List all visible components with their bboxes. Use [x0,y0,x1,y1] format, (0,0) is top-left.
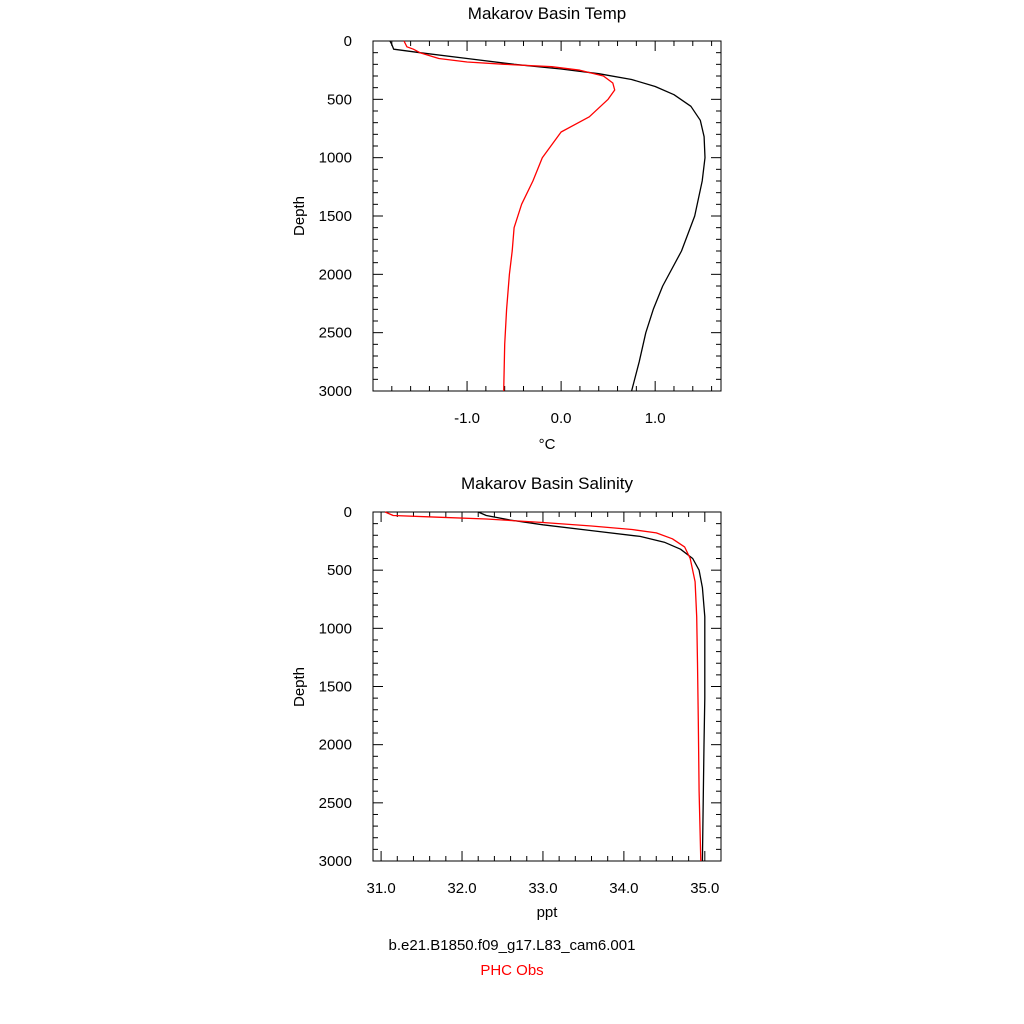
salinity-chart-xlabel: ppt [537,904,559,921]
y-tick-label: 2000 [319,737,352,754]
x-tick-label: 0.0 [551,410,572,427]
obs-profile-line [403,40,616,392]
plot-frame [372,40,722,392]
x-tick-label: 1.0 [645,410,666,427]
y-tick-label: 1000 [319,620,352,637]
obs-legend-label: PHC Obs [480,962,544,979]
y-tick-label: 1500 [319,679,352,696]
salinity-chart: Makarov Basin Salinity Depth ppt 0 500 100… [291,474,722,921]
obs-profile-line [384,511,702,862]
x-tick-label: 32.0 [447,880,476,897]
y-tick-label: 1000 [319,150,352,167]
x-tick-label: 31.0 [366,880,395,897]
y-tick-label: 0 [344,504,352,521]
salinity-chart-title: Makarov Basin Salinity [461,474,633,493]
y-tick-label: 3000 [319,853,352,870]
temp-chart-xlabel: °C [539,436,556,453]
y-tick-label: 500 [327,562,352,579]
y-tick-label: 2500 [319,795,352,812]
temp-chart: Makarov Basin Temp Depth °C 0 500 1000 1500… [291,4,722,453]
model-legend-label: b.e21.B1850.f09_g17.L83_cam6.001 [388,937,636,954]
x-tick-label: 34.0 [609,880,638,897]
x-tick-label: 33.0 [528,880,557,897]
temp-chart-title: Makarov Basin Temp [468,4,626,23]
salinity-chart-ylabel: Depth [291,667,308,707]
plot-frame [372,511,722,862]
y-tick-label: 2000 [319,266,352,283]
y-tick-label: 500 [327,91,352,108]
temp-chart-ylabel: Depth [291,196,308,236]
model-profile-line [477,511,706,862]
y-tick-label: 1500 [319,208,352,225]
y-tick-label: 3000 [319,383,352,400]
y-tick-label: 0 [344,33,352,50]
x-tick-label: 35.0 [690,880,719,897]
x-tick-label: -1.0 [454,410,480,427]
y-tick-label: 2500 [319,325,352,342]
model-profile-line [389,40,706,392]
